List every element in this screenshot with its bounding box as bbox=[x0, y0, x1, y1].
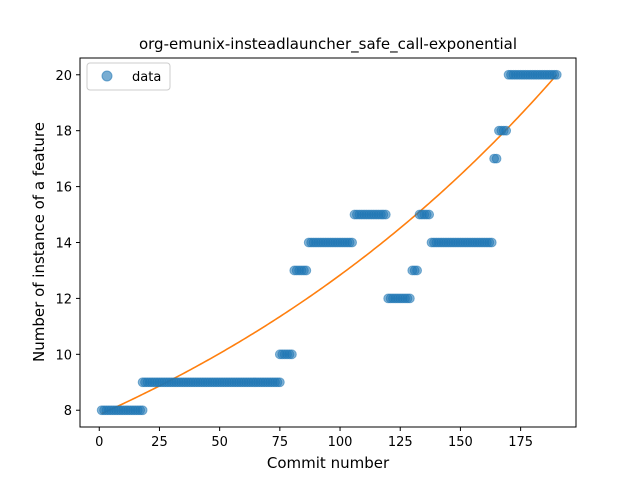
x-axis-label: Commit number bbox=[267, 454, 390, 472]
x-tick-label: 175 bbox=[508, 435, 533, 450]
data-point bbox=[412, 265, 422, 276]
data-point bbox=[380, 209, 391, 220]
data-point bbox=[137, 405, 148, 416]
x-tick-label: 25 bbox=[151, 435, 168, 450]
data-point bbox=[347, 237, 357, 248]
y-tick-label: 14 bbox=[55, 237, 72, 252]
fit-line-layer bbox=[101, 74, 558, 415]
y-axis: 8 10 12 14 16 18 20 bbox=[55, 69, 80, 419]
plot-area bbox=[96, 69, 562, 416]
x-axis: 0 25 50 75 100 125 150 175 bbox=[95, 427, 533, 450]
y-tick-label: 10 bbox=[55, 348, 72, 363]
x-tick-label: 125 bbox=[388, 435, 413, 450]
data-point bbox=[491, 153, 502, 164]
legend-marker-data bbox=[101, 70, 113, 82]
data-point bbox=[424, 209, 435, 220]
data-point bbox=[404, 293, 415, 304]
data-point bbox=[501, 125, 512, 136]
y-tick-label: 12 bbox=[55, 292, 72, 307]
legend-label-data: data bbox=[132, 70, 161, 85]
y-tick-label: 16 bbox=[55, 181, 72, 196]
data-point bbox=[486, 237, 497, 248]
y-axis-label: Number of instance of a feature bbox=[30, 122, 48, 362]
axes-frame bbox=[79, 57, 577, 428]
data-point bbox=[551, 69, 562, 80]
data-point bbox=[274, 377, 285, 388]
exponential-fit-line bbox=[101, 74, 558, 415]
y-tick-label: 8 bbox=[64, 404, 72, 419]
x-tick-label: 150 bbox=[448, 435, 473, 450]
y-tick-label: 20 bbox=[55, 69, 72, 84]
x-tick-label: 50 bbox=[211, 435, 228, 450]
y-tick-label: 18 bbox=[55, 125, 72, 140]
x-tick-label: 75 bbox=[272, 435, 289, 450]
legend-box bbox=[86, 62, 171, 91]
x-tick-label: 100 bbox=[328, 435, 353, 450]
chart-title: org-emunix-insteadlauncher_safe_call-exp… bbox=[139, 35, 517, 54]
data-point bbox=[301, 265, 312, 276]
legend: data bbox=[86, 62, 171, 91]
data-point bbox=[286, 349, 297, 360]
data-points-layer bbox=[96, 69, 562, 416]
x-tick-label: 0 bbox=[95, 435, 103, 450]
